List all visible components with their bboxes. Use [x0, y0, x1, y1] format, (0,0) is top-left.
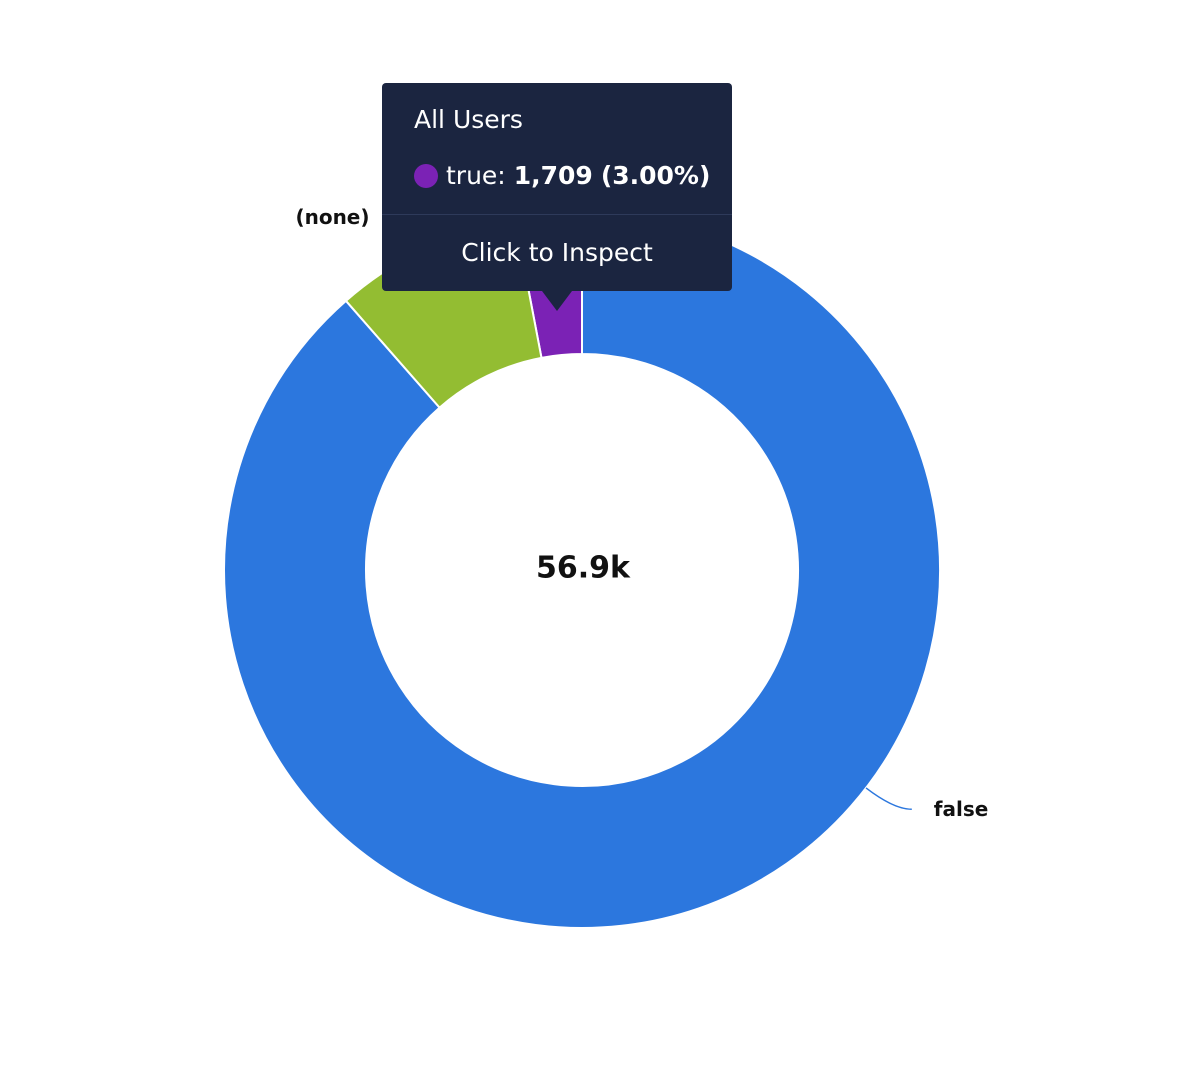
tooltip-series-name: true:: [446, 161, 506, 190]
tooltip-series-row: true: 1,709 (3.00%): [414, 161, 710, 190]
tooltip-series-percent: (3.00%): [600, 161, 711, 190]
slice-label-none: (none): [295, 205, 369, 229]
slice-labels: false (none): [295, 205, 988, 821]
hover-tooltip: All Users true: 1,709 (3.00%) Click to I…: [382, 83, 732, 311]
tooltip-arrow: [542, 291, 572, 311]
tooltip-series-value: 1,709: [513, 161, 593, 190]
click-to-inspect-button[interactable]: Click to Inspect: [461, 238, 653, 267]
tooltip-divider: [382, 214, 732, 215]
center-total-label: 56.9k: [536, 551, 631, 586]
leader-line-false: [865, 787, 912, 810]
series-color-dot: [414, 163, 438, 188]
donut-slice-false[interactable]: [223, 210, 941, 929]
tooltip-title: All Users: [414, 105, 523, 134]
slice-label-false: false: [934, 797, 989, 821]
